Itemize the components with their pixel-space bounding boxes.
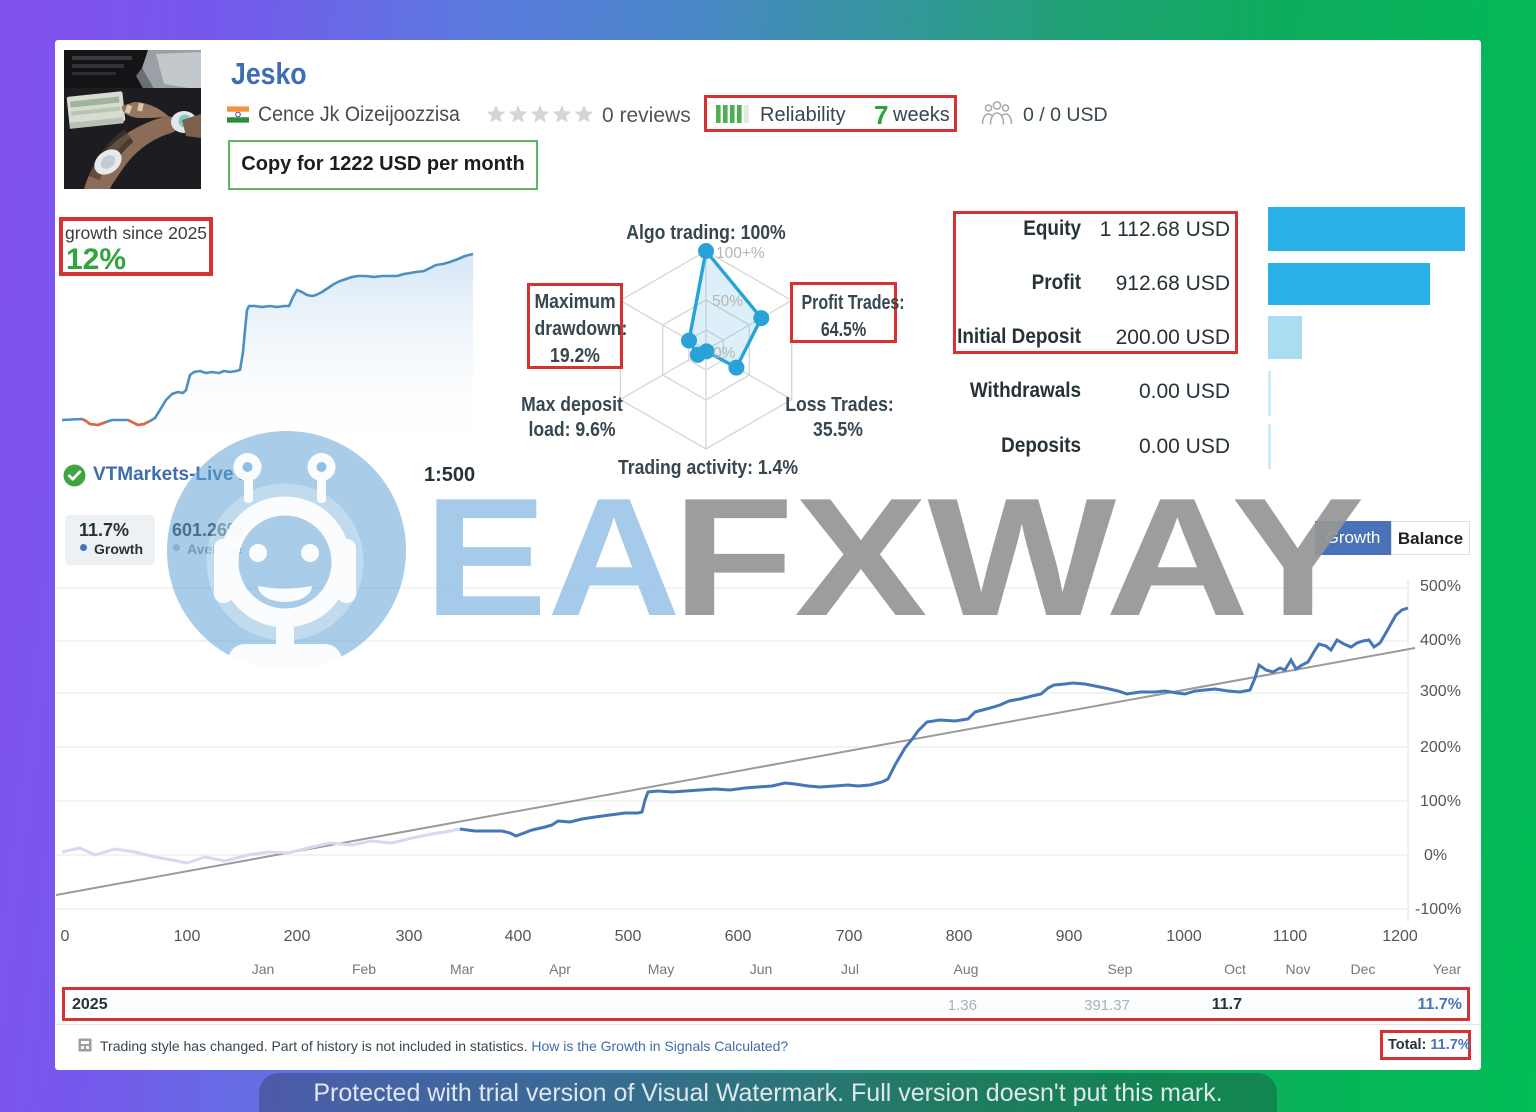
svg-text:0%: 0% [713, 345, 736, 362]
svg-text:100+%: 100+% [716, 245, 765, 262]
svg-text:50%: 50% [712, 293, 743, 310]
